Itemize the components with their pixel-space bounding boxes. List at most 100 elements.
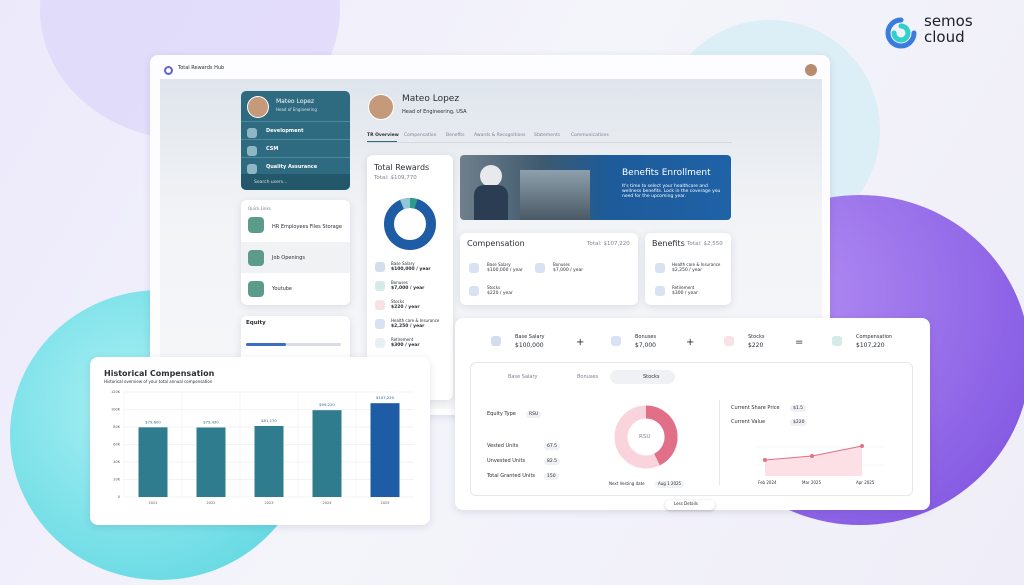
item-value: $7,000 / year [391,286,425,291]
team-item[interactable]: Development [266,128,304,134]
quick-link[interactable]: Youtube [272,286,292,292]
quick-link[interactable]: Job Openings [272,255,305,261]
panel-tab[interactable]: Base Salary [508,374,538,380]
tab[interactable]: Statements [534,133,561,138]
profile-avatar [368,94,394,120]
tab[interactable]: TR Overview [367,133,399,138]
field-label: Next Vesting date [609,481,645,486]
donut-slice [645,405,678,466]
value-label: $79,430 [203,419,219,424]
user-role: Head of Engineering [276,107,317,112]
benefits-card [645,233,731,305]
point [860,444,864,448]
item-value: $300 / year [391,343,420,348]
item-value: $2,250 / year [391,324,425,329]
x-tick-label: Feb 2024 [758,480,777,485]
stocks-panel [470,362,913,496]
item-icon [375,281,385,291]
item-icon [611,336,621,346]
item-value: $100,000 / year [391,267,431,272]
brand-logo [885,17,917,49]
x-tick-label: 2025 [381,501,390,505]
breakdown-value: $220 [748,342,764,349]
item-value: $220 / year [391,305,420,310]
item-icon [375,319,385,329]
item-value: $300 / year [672,291,698,296]
item-label: Stocks [487,285,501,290]
item-label: Stocks [391,299,405,304]
field-label: Total Granted Units [487,473,536,479]
item-icon [375,300,385,310]
panel-tab[interactable]: Stocks [643,374,660,380]
brand-name: semos [924,12,973,30]
field-chip: Aug 1 2025 [655,481,685,488]
item-icon [724,336,734,346]
bar [254,425,284,497]
tab[interactable]: Communications [571,133,609,138]
breakdown-label: Compensation [856,334,893,340]
link-icon [248,250,264,266]
item-label: Bonuses [553,262,570,267]
item-label: Base Salary [487,262,511,267]
x-tick-label: Mar 2025 [802,480,821,485]
donut-slice [409,198,418,209]
breakdown-value: $7,000 [635,342,656,349]
item-value: $100,000 / year [487,268,523,273]
button-label: Less Details [674,501,698,506]
bar [138,427,168,497]
link-icon [248,217,264,233]
donut-label: RSU [639,434,651,440]
active-tab[interactable] [610,370,675,384]
item-icon [469,263,479,273]
field-label: Current Value [731,419,766,425]
breakdown-value: $107,220 [856,342,885,349]
divider [241,121,350,122]
value-label: $107,220 [376,395,395,400]
progress-fill [246,343,286,346]
tab-rule [367,142,732,143]
item-label: Bonuses [391,280,408,285]
operator: = [795,337,804,348]
field-label: Vested Units [487,443,519,449]
field-chip: RSU [526,411,542,419]
item-icon [655,263,665,273]
item-icon [247,164,257,174]
team-item[interactable]: Quality Assurance [266,164,318,170]
chart-title: Historical Compensation [104,369,215,378]
field-label: Current Share Price [731,405,780,411]
item-value: $2,250 / year [672,268,703,273]
field-label: Equity Type [487,411,516,417]
benefits-banner[interactable] [460,155,731,220]
less-details-button[interactable] [665,500,715,510]
tab[interactable]: Awards & Recognitions [474,133,526,138]
banner-photo [480,165,502,187]
profile-role: Head of Engineering, USA [402,109,467,115]
search-box[interactable] [241,174,350,190]
tab[interactable]: Benefits [446,133,465,138]
breakdown-value: $100,000 [515,342,544,349]
item-value: $220 / year [487,291,513,296]
banner-photo [474,185,508,220]
divider [241,139,350,140]
header-avatar[interactable] [805,64,817,76]
y-tick-label: 80K [113,425,120,429]
y-tick-label: 60K [113,443,120,447]
item-icon [375,338,385,348]
user-name: Mateo Lopez [276,98,315,105]
field-chip: $1.5 [790,405,807,413]
team-item[interactable]: CSM [266,146,279,152]
panel-tab[interactable]: Bonuses [577,374,599,380]
point [763,458,767,462]
x-tick-label: 2022 [207,501,216,505]
card-title: Compensation [467,239,525,248]
card-title: Total Rewards [374,163,430,172]
item-label: Retirement [672,285,695,290]
field-chip: 150 [544,473,559,481]
x-tick-label: Apr 2025 [856,480,875,485]
tab[interactable]: Compensation [404,133,437,138]
quick-link[interactable]: HR Employees Files Storage [272,224,342,230]
card-total: Total: $107,220 [587,241,630,247]
item-icon [247,128,257,138]
